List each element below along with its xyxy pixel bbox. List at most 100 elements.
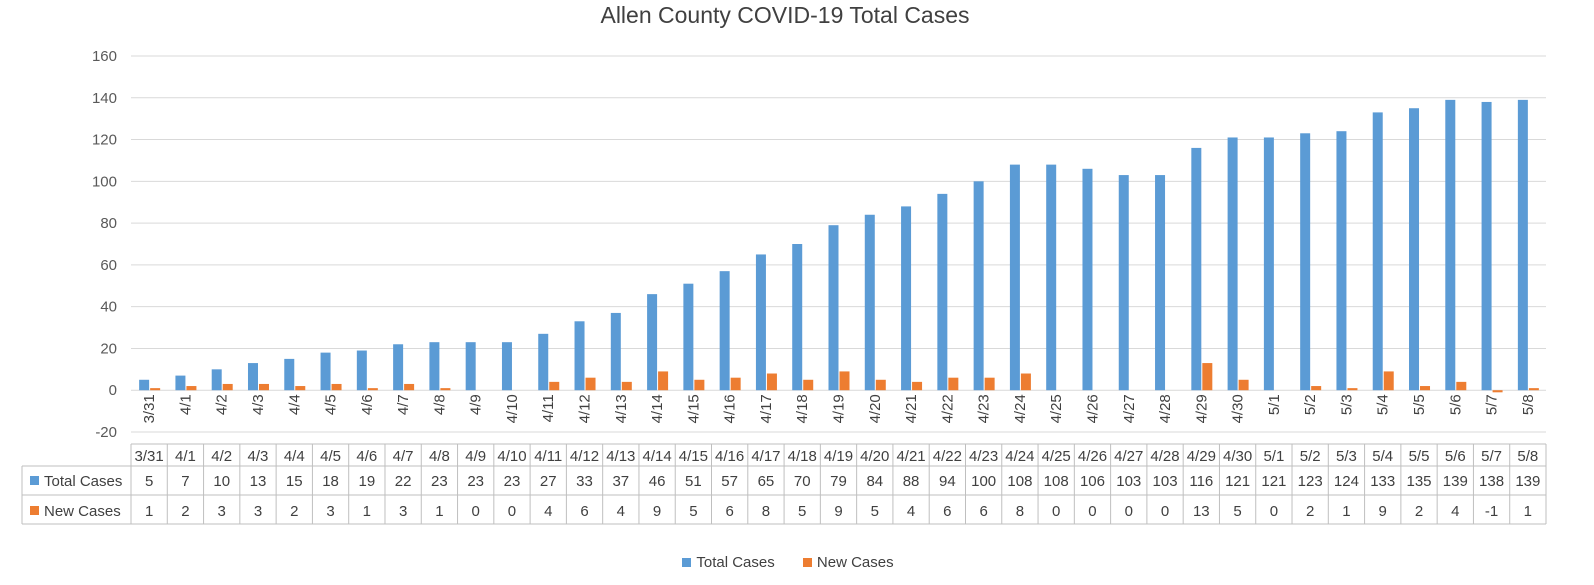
table-cell-new-cases: 1 (435, 503, 443, 520)
table-cell-new-cases: 0 (1052, 503, 1060, 520)
legend: Total Cases New Cases (0, 554, 1576, 571)
table-cell-new-cases: 0 (1270, 503, 1278, 520)
table-cell-new-cases: 8 (1016, 503, 1024, 520)
bar-total-cases-17 (755, 254, 766, 391)
x-axis-category-label: 4/24 (1012, 394, 1029, 423)
bar-total-cases-30 (1227, 137, 1238, 391)
bar-total-cases-3 (247, 363, 258, 391)
bar-total-cases-25 (1046, 164, 1057, 391)
table-header-cell: 4/18 (788, 448, 817, 465)
bar-total-cases-12 (574, 321, 585, 391)
y-tick-label: 140 (92, 90, 117, 107)
table-header-cell: 5/7 (1481, 448, 1502, 465)
table-header-cell: 4/30 (1223, 448, 1252, 465)
x-axis-category-label: 4/21 (903, 394, 920, 423)
table-cell-new-cases: 9 (653, 503, 661, 520)
legend-swatch-new-cases (802, 558, 812, 567)
table-cell-new-cases: 3 (399, 503, 407, 520)
bar-new-cases-35 (1420, 386, 1431, 391)
legend-label-total-cases: Total Cases (696, 554, 775, 571)
bar-new-cases-7 (404, 383, 415, 391)
table-header-cell: 5/5 (1409, 448, 1430, 465)
table-header-cell: 5/1 (1263, 448, 1284, 465)
table-legend-key-total-cases (30, 476, 39, 485)
table-header-cell: 4/7 (393, 448, 414, 465)
bar-new-cases-0 (150, 388, 161, 391)
bar-new-cases-1 (186, 386, 197, 391)
table-cell-new-cases: 4 (907, 503, 915, 520)
bar-total-cases-20 (864, 214, 875, 391)
table-cell-new-cases: 1 (145, 503, 153, 520)
table-cell-total-cases: 121 (1261, 473, 1286, 490)
table-cell-new-cases: 13 (1193, 503, 1210, 520)
table-cell-total-cases: 84 (866, 473, 883, 490)
table-cell-new-cases: 4 (617, 503, 625, 520)
x-axis-category-label: 4/3 (250, 394, 267, 415)
bar-total-cases-21 (901, 206, 912, 391)
bar-total-cases-13 (610, 312, 621, 391)
table-cell-total-cases: 15 (286, 473, 303, 490)
table-cell-total-cases: 23 (431, 473, 448, 490)
x-axis-category-label: 4/11 (540, 394, 557, 422)
table-header-cell: 5/6 (1445, 448, 1466, 465)
bar-new-cases-34 (1383, 371, 1394, 391)
table-row-label-total-cases: Total Cases (44, 473, 122, 490)
table-cell-new-cases: 3 (326, 503, 334, 520)
table-cell-new-cases: 5 (798, 503, 806, 520)
table-row-label-new-cases: New Cases (44, 503, 121, 520)
table-cell-new-cases: 2 (1306, 503, 1314, 520)
table-cell-new-cases: -1 (1485, 503, 1498, 520)
table-cell-total-cases: 121 (1225, 473, 1250, 490)
bar-new-cases-23 (984, 377, 995, 391)
chart-title: Allen County COVID-19 Total Cases (600, 2, 970, 28)
bar-total-cases-10 (501, 342, 512, 391)
x-axis-category-label: 5/2 (1302, 394, 1319, 415)
table-cell-total-cases: 37 (612, 473, 629, 490)
table-cell-total-cases: 133 (1370, 473, 1395, 490)
y-tick-label: 160 (92, 48, 117, 65)
x-axis-category-label: 5/4 (1375, 394, 1392, 415)
table-cell-total-cases: 10 (213, 473, 230, 490)
table-cell-total-cases: 108 (1007, 473, 1032, 490)
bar-total-cases-0 (139, 379, 150, 391)
table-cell-new-cases: 9 (1379, 503, 1387, 520)
x-axis-category-label: 4/27 (1121, 394, 1138, 423)
bar-total-cases-23 (973, 181, 984, 391)
table-header-cell: 4/26 (1078, 448, 1107, 465)
bar-total-cases-5 (320, 352, 331, 391)
table-header-cell: 4/22 (933, 448, 962, 465)
table-header-cell: 3/31 (135, 448, 164, 465)
table-cell-total-cases: 18 (322, 473, 339, 490)
x-axis-category-label: 4/30 (1230, 394, 1247, 423)
bar-new-cases-3 (258, 383, 269, 391)
bar-new-cases-14 (658, 371, 669, 391)
x-axis-category-label: 4/7 (395, 394, 412, 415)
x-axis-category-label: 4/26 (1084, 394, 1101, 423)
y-tick-label: 40 (100, 299, 117, 316)
table-cell-new-cases: 1 (363, 503, 371, 520)
table-cell-new-cases: 4 (1451, 503, 1459, 520)
table-header-cell: 4/20 (860, 448, 889, 465)
bar-new-cases-13 (621, 381, 632, 391)
bar-new-cases-32 (1311, 386, 1322, 391)
bar-total-cases-8 (429, 342, 440, 391)
table-header-cell: 5/3 (1336, 448, 1357, 465)
x-axis-category-label: 4/28 (1157, 394, 1174, 423)
table-header-cell: 4/19 (824, 448, 853, 465)
table-legend-key-new-cases (30, 506, 39, 515)
table-header-cell: 4/24 (1005, 448, 1034, 465)
legend-item-total-cases: Total Cases (682, 554, 775, 571)
table-cell-total-cases: 106 (1080, 473, 1105, 490)
table-header-cell: 4/2 (211, 448, 232, 465)
table-cell-new-cases: 6 (725, 503, 733, 520)
table-cell-new-cases: 6 (580, 503, 588, 520)
table-header-cell: 4/29 (1187, 448, 1216, 465)
table-header-cell: 5/8 (1517, 448, 1538, 465)
table-cell-new-cases: 2 (181, 503, 189, 520)
y-tick-label: 60 (100, 257, 117, 274)
table-cell-total-cases: 139 (1443, 473, 1468, 490)
table-header-cell: 4/13 (606, 448, 635, 465)
bar-new-cases-8 (440, 388, 451, 391)
bar-new-cases-17 (766, 373, 777, 391)
